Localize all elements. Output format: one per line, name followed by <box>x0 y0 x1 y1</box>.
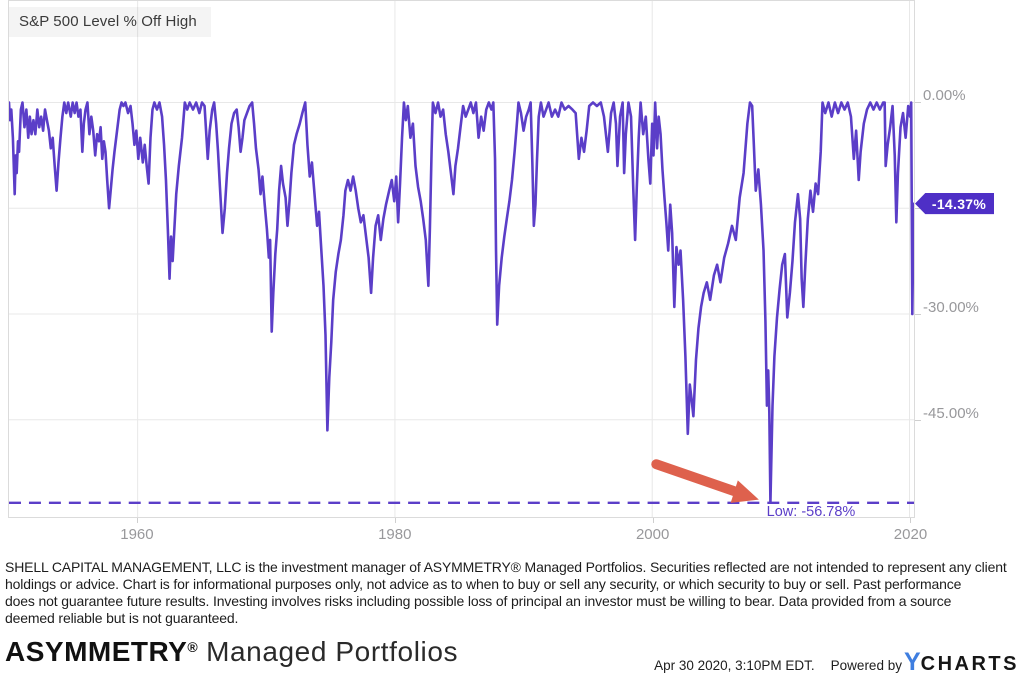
y-axis-label: -30.00% <box>923 299 979 317</box>
x-axis-label: 1980 <box>378 526 412 543</box>
brand-tagline: Managed Portfolios <box>197 636 459 667</box>
disclaimer-line: does not guarantee future results. Inves… <box>5 593 952 609</box>
drawdown-line-chart <box>9 1 914 517</box>
plot-area: S&P 500 Level % Off High Low: -56.78% <box>8 0 915 520</box>
x-axis-label: 1960 <box>120 526 154 543</box>
ycharts-logo-y: Y <box>903 648 921 676</box>
disclaimer-line: SHELL CAPITAL MANAGEMENT, LLC is the inv… <box>5 559 1007 575</box>
current-value-text: -14.37% <box>931 195 987 212</box>
x-axis-tick <box>395 518 396 523</box>
drawdown-chart-figure: S&P 500 Level % Off High Low: -56.78% 0.… <box>8 0 994 543</box>
disclaimer-line: holdings or advice. Chart is for informa… <box>5 576 962 592</box>
ycharts-logo-text: CHARTS <box>920 653 1019 675</box>
x-axis-tick <box>910 518 911 523</box>
asymmetry-logo: ASYMMETRY® Managed Portfolios <box>5 636 458 668</box>
disclaimer-text: SHELL CAPITAL MANAGEMENT, LLC is the inv… <box>5 559 1019 627</box>
x-axis-label: 2000 <box>635 526 670 543</box>
low-annotation-label: Low: -56.78% <box>766 504 856 520</box>
footer-attribution: Apr 30 2020, 3:10PM EDT. Powered by Y CH… <box>654 648 1019 677</box>
y-axis-tick <box>915 102 921 103</box>
y-axis-label: -45.00% <box>923 405 979 423</box>
current-value-badge: -14.37% <box>915 192 994 215</box>
x-axis-tick <box>137 518 138 523</box>
x-axis-label: 2020 <box>893 526 928 543</box>
y-axis-tick <box>915 208 921 209</box>
disclaimer-line: deemed reliable but is not guaranteed. <box>5 610 239 626</box>
y-axis-label: 0.00% <box>923 86 966 104</box>
x-axis-tick <box>653 518 654 523</box>
brand-name: ASYMMETRY <box>5 636 188 667</box>
registered-mark: ® <box>187 639 198 655</box>
y-axis-tick <box>915 314 921 315</box>
powered-by-label: Powered by <box>830 658 902 673</box>
timestamp: Apr 30 2020, 3:10PM EDT. <box>654 658 815 673</box>
y-axis-tick <box>915 420 921 421</box>
chart-title: S&P 500 Level % Off High <box>9 7 211 37</box>
